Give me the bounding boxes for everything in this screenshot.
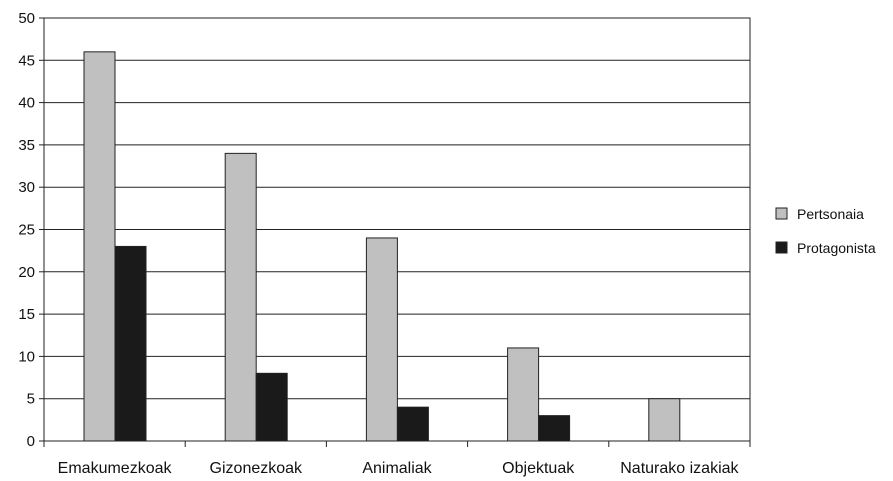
legend-swatch-protagonista [775, 241, 788, 254]
category-label: Gizonezkoak [210, 460, 303, 477]
category-label: Animaliak [362, 460, 432, 477]
legend-label-protagonista: Protagonista [797, 240, 876, 256]
x-axis-ticks [43, 441, 751, 447]
y-tick-label: 45 [18, 52, 35, 69]
bar-pertsonaia-0 [83, 51, 116, 442]
plot-frame [43, 17, 751, 442]
legend-label-pertsonaia: Pertsonaia [797, 206, 864, 222]
category-label: Emakumezkoak [58, 460, 173, 477]
gridlines [44, 59, 750, 400]
y-tick-label: 40 [18, 95, 35, 112]
bar-pertsonaia-3 [507, 347, 540, 442]
y-tick-label: 10 [18, 348, 35, 365]
bar-protagonista-1 [255, 372, 288, 442]
bar-protagonista-0 [114, 245, 147, 442]
y-tick-label: 5 [27, 391, 35, 408]
y-axis-labels: 0 5 10 15 20 25 30 35 40 45 50 [18, 10, 35, 450]
category-label: Objektuak [502, 460, 575, 477]
bars [83, 51, 681, 442]
y-tick-label: 35 [18, 137, 35, 154]
y-tick-label: 30 [18, 179, 35, 196]
y-tick-label: 15 [18, 306, 35, 323]
bar-protagonista-3 [538, 415, 571, 442]
bar-pertsonaia-4 [648, 398, 681, 442]
y-tick-label: 0 [27, 433, 35, 450]
y-axis-ticks [39, 17, 44, 442]
legend: Pertsonaia Protagonista [775, 206, 876, 256]
y-tick-label: 50 [18, 10, 35, 27]
bar-pertsonaia-1 [224, 152, 257, 442]
y-tick-label: 20 [18, 264, 35, 281]
category-label: Naturako izakiak [620, 460, 739, 477]
legend-swatch-pertsonaia [775, 207, 788, 220]
category-labels: Emakumezkoak Gizonezkoak Animaliak Objektua… [58, 460, 740, 477]
y-tick-label: 25 [18, 222, 35, 239]
bar-protagonista-2 [396, 406, 429, 442]
bar-pertsonaia-2 [365, 237, 398, 442]
